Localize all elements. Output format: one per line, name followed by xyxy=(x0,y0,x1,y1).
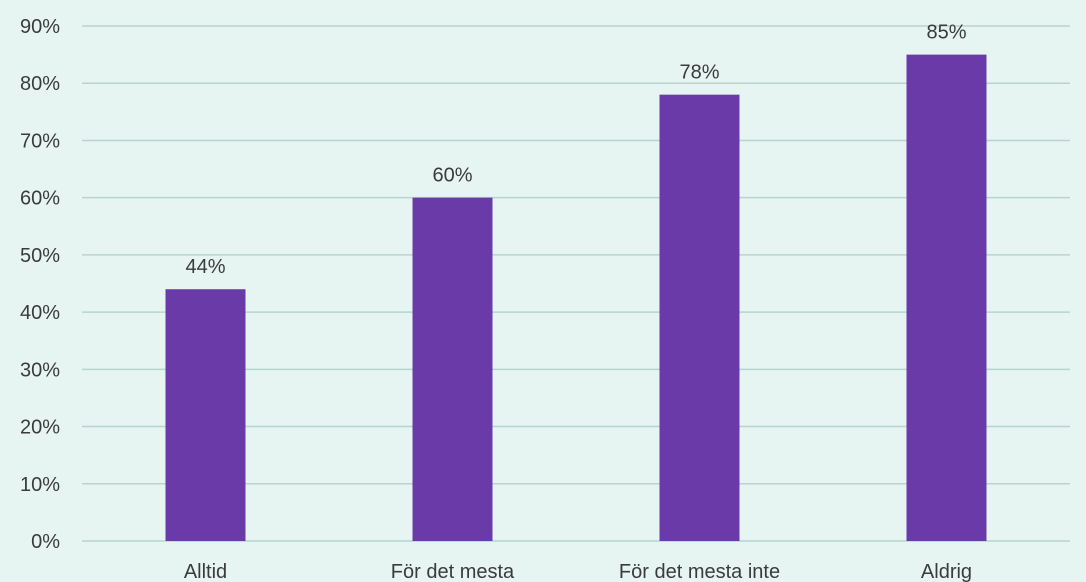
y-tick-label: 60% xyxy=(20,188,60,210)
y-tick-label: 90% xyxy=(20,16,60,38)
y-tick-label: 40% xyxy=(20,302,60,324)
y-tick-label: 10% xyxy=(20,474,60,496)
grid-lines xyxy=(82,25,1070,542)
x-axis-tick-labels: Alltid För det mesta För det mesta inte Ald… xyxy=(184,561,972,582)
x-tick-label: Aldrig xyxy=(921,561,972,582)
bar-0 xyxy=(165,289,246,541)
y-tick-label: 50% xyxy=(20,245,60,267)
data-label: 44% xyxy=(185,256,225,278)
y-tick-label: 20% xyxy=(20,417,60,439)
data-label: 60% xyxy=(432,165,472,187)
y-tick-label: 0% xyxy=(31,531,60,553)
bars xyxy=(165,54,987,542)
y-tick-label: 80% xyxy=(20,73,60,95)
y-axis-tick-labels: 0% 10% 20% 30% 40% 50% 60% 70% 80% 90% xyxy=(20,16,60,553)
y-tick-label: 70% xyxy=(20,130,60,152)
data-label: 85% xyxy=(926,22,966,44)
bar-1 xyxy=(412,197,493,541)
y-tick-label: 30% xyxy=(20,359,60,381)
bar-3 xyxy=(906,54,987,541)
data-label: 78% xyxy=(679,62,719,84)
data-labels: 44% 60% 78% 85% xyxy=(185,22,966,279)
x-tick-label: Alltid xyxy=(184,561,227,582)
x-tick-label: För det mesta inte xyxy=(619,561,780,582)
bar-2 xyxy=(659,94,740,542)
x-tick-label: För det mesta xyxy=(391,561,515,582)
